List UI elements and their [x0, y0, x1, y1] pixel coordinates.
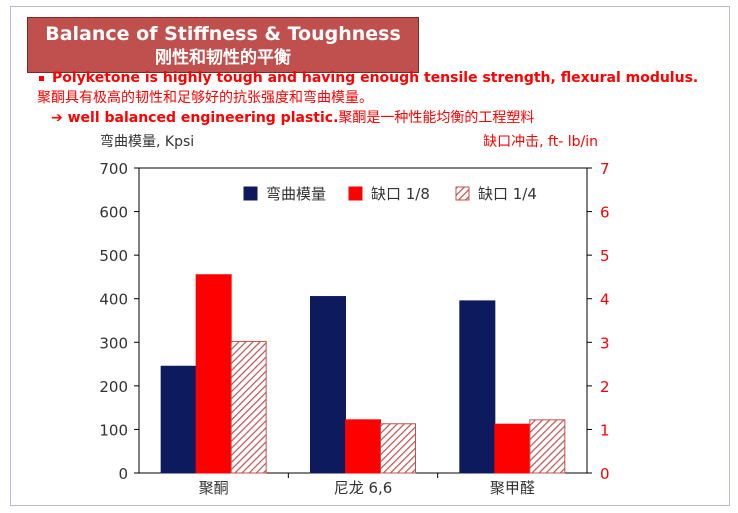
bar-3: [380, 423, 416, 474]
y2-tick-label: 7: [600, 160, 610, 178]
y-tick-label: 0: [118, 465, 128, 483]
bullet-line-1: Polyketone is highly tough and having en…: [52, 70, 699, 86]
title-box: Balance of Stiffness & Toughness 刚性和韧性的平…: [27, 17, 419, 73]
bar-2: [494, 423, 531, 474]
bar-1: [310, 296, 346, 474]
y-tick-label: 400: [99, 291, 128, 309]
y2-tick-label: 0: [600, 465, 610, 483]
bullet-text: Polyketone is highly tough and having en…: [37, 68, 698, 128]
legend-swatch-2: [348, 186, 363, 201]
legend: 弯曲模量 缺口 1/8 缺口 1/4: [243, 185, 537, 203]
legend-swatch-1: [243, 186, 258, 201]
y-tick-label: 700: [99, 160, 128, 178]
y2-tick-label: 4: [600, 291, 610, 309]
legend-label-1: 弯曲模量: [266, 185, 326, 203]
y-axis-label: 弯曲模量, Kpsi: [100, 133, 194, 150]
bar-1: [459, 300, 496, 474]
y2-tick-label: 3: [600, 334, 610, 352]
bar-1: [160, 365, 197, 474]
bar-2: [345, 419, 381, 474]
bullet-line-english: Polyketone is highly tough and having en…: [37, 68, 698, 88]
y-tick-label: 600: [99, 204, 128, 222]
y-tick-label: 200: [99, 378, 128, 396]
conclusion-english: ➔ well balanced engineering plastic.: [51, 110, 339, 126]
legend-swatch-3: [455, 186, 470, 201]
y2-tick-label: 2: [600, 378, 610, 396]
conclusion-chinese: 聚酮是一种性能均衡的工程塑料: [338, 110, 535, 126]
y-tick-label: 500: [99, 247, 128, 265]
bullet-line-chinese: 聚酮具有极高的韧性和足够好的抗张强度和弯曲模量。: [37, 90, 373, 106]
bar-3: [230, 340, 267, 474]
legend-label-3: 缺口 1/4: [478, 185, 537, 203]
title-chinese: 刚性和韧性的平衡: [155, 48, 291, 68]
bullet-line-conclusion: ➔ well balanced engineering plastic.聚酮是一…: [37, 108, 698, 128]
bar-3: [529, 419, 566, 474]
bar-2: [195, 274, 232, 474]
y2-axis-label: 缺口冲击, ft- lb/in: [483, 134, 598, 150]
bullet-square-icon: [39, 75, 44, 81]
title-english: Balance of Stiffness & Toughness: [45, 23, 401, 45]
legend-label-2: 缺口 1/8: [371, 185, 430, 203]
plot-area: 0 100 200 300 400 500 600 700 0 1 2 3 4 5 6 7 聚酮 尼龙 6,6 聚甲…: [99, 160, 609, 497]
y-tick-label: 100: [99, 421, 128, 439]
y-tick-label: 300: [99, 334, 128, 352]
y2-tick-label: 5: [600, 247, 610, 265]
y2-tick-label: 1: [600, 421, 610, 439]
y2-tick-label: 6: [600, 204, 610, 222]
x-tick-label: 尼龙 6,6: [334, 479, 393, 497]
x-tick-label: 聚酮: [199, 479, 229, 497]
x-tick-label: 聚甲醛: [490, 479, 535, 497]
